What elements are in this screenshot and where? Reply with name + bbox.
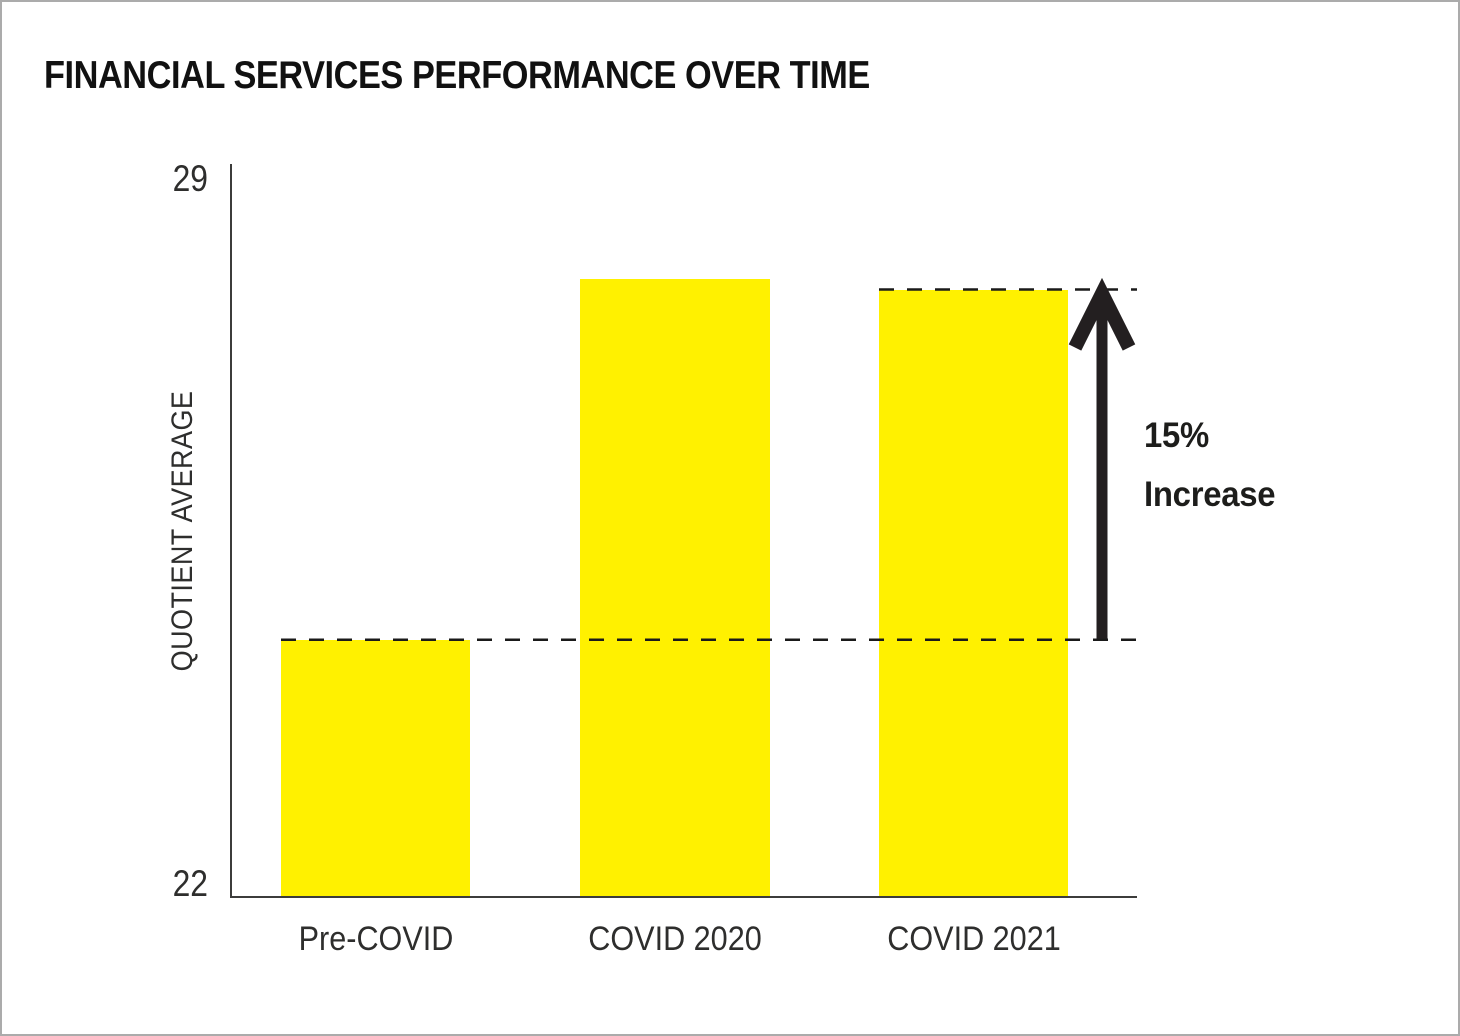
increase-annotation: 15% Increase xyxy=(1144,406,1276,524)
increase-arrow-head xyxy=(1068,277,1136,351)
x-tick-label-pre-covid: Pre-COVID xyxy=(298,920,453,958)
plot-area: Pre-COVID COVID 2020 COVID 2021 xyxy=(230,164,1137,958)
bar-covid-2021 xyxy=(879,289,1068,896)
x-tick-label-covid-2021: COVID 2021 xyxy=(886,920,1061,958)
bar-covid-2020 xyxy=(580,279,770,896)
y-tick-label-29: 29 xyxy=(172,158,208,199)
bar-pre-covid xyxy=(281,639,470,896)
y-tick-label-22: 22 xyxy=(172,863,208,904)
increase-percent-text: 15% xyxy=(1144,416,1210,455)
bar-column-covid-2021: COVID 2021 xyxy=(879,164,1068,958)
x-tick-label-covid-2020: COVID 2020 xyxy=(588,920,762,958)
y-axis-title-text: QUOTIENT AVERAGE xyxy=(166,390,199,672)
bar-column-pre-covid: Pre-COVID xyxy=(281,164,470,958)
chart-title: FINANCIAL SERVICES PERFORMANCE OVER TIME xyxy=(44,54,870,97)
increase-word-text: Increase xyxy=(1144,475,1276,514)
bar-column-covid-2020: COVID 2020 xyxy=(580,164,770,958)
